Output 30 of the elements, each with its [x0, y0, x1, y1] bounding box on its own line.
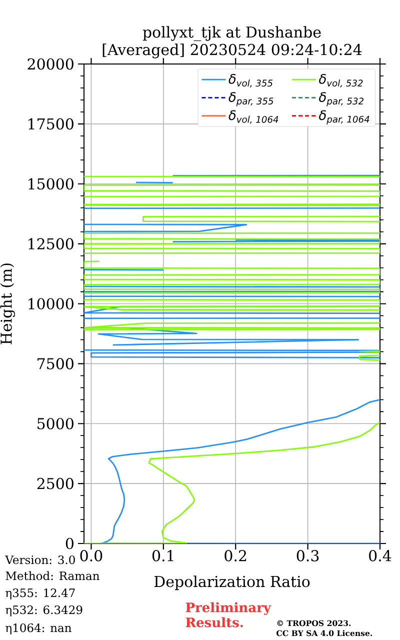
x-axis-title: Depolarization Ratio [154, 576, 310, 590]
x-tick-label: 0.1 [152, 550, 174, 562]
y-tick-label: 2500 [37, 478, 74, 490]
text: Method: Raman [6, 571, 100, 580]
y-tick-label: 0 [66, 538, 74, 550]
chart-subtitle: [Averaged] 20230524 09:24-10:24 [102, 44, 362, 58]
legend-label: δ$_{par, 355}$ [228, 92, 274, 106]
y-tick-label: 15000 [28, 178, 74, 190]
chart-title: pollyxt_tjk at Dushanbe [142, 26, 321, 42]
y-tick-label: 10000 [28, 298, 74, 310]
y-tick-label: 12500 [28, 238, 74, 250]
x-tick-label: 0.2 [224, 550, 246, 562]
y-axis-title: Height (m) [0, 264, 15, 344]
x-tick-label: 0.4 [369, 550, 392, 562]
y-tick-label: 7500 [38, 358, 74, 370]
text: η532: 6.3429 [6, 605, 82, 616]
text: η1064: nan [6, 623, 72, 634]
legend-label: δ$_{par, 1064}$ [319, 110, 370, 124]
y-tick-label: 17500 [28, 118, 74, 130]
legend-label: δ$_{vol, 355}$ [228, 74, 272, 88]
text: η355: 12.47 [6, 588, 75, 600]
y-tick-label: 20000 [28, 58, 74, 70]
legend-label: δ$_{par, 532}$ [319, 92, 364, 106]
y-tick-label: 5000 [38, 418, 74, 430]
x-tick-label: 0.0 [80, 550, 102, 562]
text: Preliminary Results. [186, 602, 272, 628]
legend-label: δ$_{vol, 1064}$ [228, 110, 278, 124]
legend-label: δ$_{vol, 532}$ [319, 74, 363, 88]
text: Version: 3.0 [5, 555, 75, 564]
x-tick-label: 0.3 [296, 550, 319, 562]
